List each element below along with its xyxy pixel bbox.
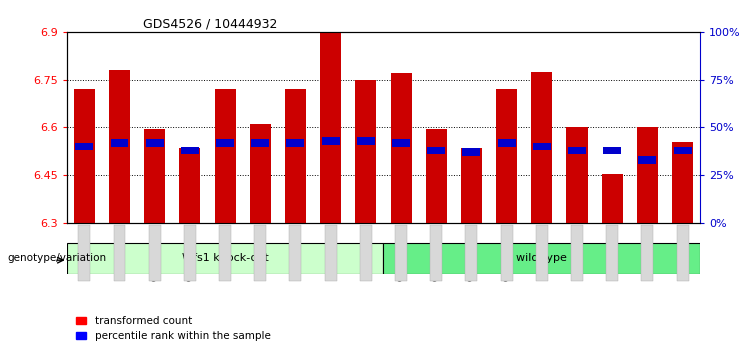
Bar: [496, 89, 517, 223]
Bar: [251, 139, 269, 147]
Bar: [356, 80, 376, 223]
Bar: [287, 139, 305, 147]
Bar: [322, 137, 339, 145]
Bar: [674, 147, 691, 154]
Bar: [250, 124, 271, 223]
Bar: [461, 148, 482, 223]
Bar: [215, 89, 236, 223]
Bar: [672, 142, 694, 223]
Legend: transformed count, percentile rank within the sample: transformed count, percentile rank withi…: [72, 312, 275, 345]
Bar: [146, 139, 164, 147]
Bar: [144, 129, 165, 223]
Text: Wfs1 knock-out: Wfs1 knock-out: [182, 253, 268, 263]
Bar: [181, 147, 199, 154]
Bar: [603, 147, 621, 154]
Text: genotype/variation: genotype/variation: [7, 253, 107, 263]
Bar: [425, 129, 447, 223]
Bar: [109, 70, 130, 223]
Bar: [498, 139, 516, 147]
Bar: [285, 89, 306, 223]
Bar: [462, 148, 480, 156]
Bar: [76, 143, 93, 150]
Bar: [110, 139, 128, 147]
Bar: [216, 139, 234, 147]
FancyBboxPatch shape: [67, 243, 384, 274]
Bar: [73, 89, 95, 223]
Bar: [568, 147, 586, 154]
Bar: [357, 137, 375, 145]
Bar: [602, 173, 622, 223]
Bar: [639, 156, 657, 164]
Bar: [428, 147, 445, 154]
Bar: [391, 73, 412, 223]
FancyBboxPatch shape: [384, 243, 700, 274]
Bar: [320, 34, 341, 223]
Text: GDS4526 / 10444932: GDS4526 / 10444932: [143, 18, 277, 31]
Bar: [566, 127, 588, 223]
Bar: [531, 72, 553, 223]
Bar: [533, 143, 551, 150]
Bar: [392, 139, 410, 147]
Bar: [637, 127, 658, 223]
Bar: [179, 148, 200, 223]
Text: wild type: wild type: [516, 253, 568, 263]
